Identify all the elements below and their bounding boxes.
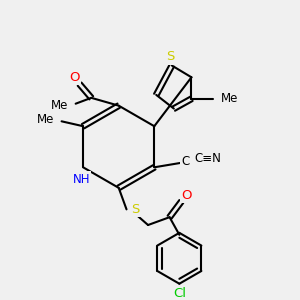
Text: C: C	[182, 155, 190, 168]
Text: C≡N: C≡N	[194, 152, 221, 165]
Text: O: O	[69, 71, 80, 84]
Text: Me: Me	[221, 92, 238, 105]
Text: Me: Me	[38, 113, 55, 126]
Text: S: S	[166, 50, 174, 63]
Text: O: O	[181, 189, 191, 202]
Text: Me: Me	[50, 99, 68, 112]
Text: S: S	[131, 203, 140, 216]
Text: NH: NH	[72, 172, 90, 185]
Text: Cl: Cl	[173, 287, 186, 300]
